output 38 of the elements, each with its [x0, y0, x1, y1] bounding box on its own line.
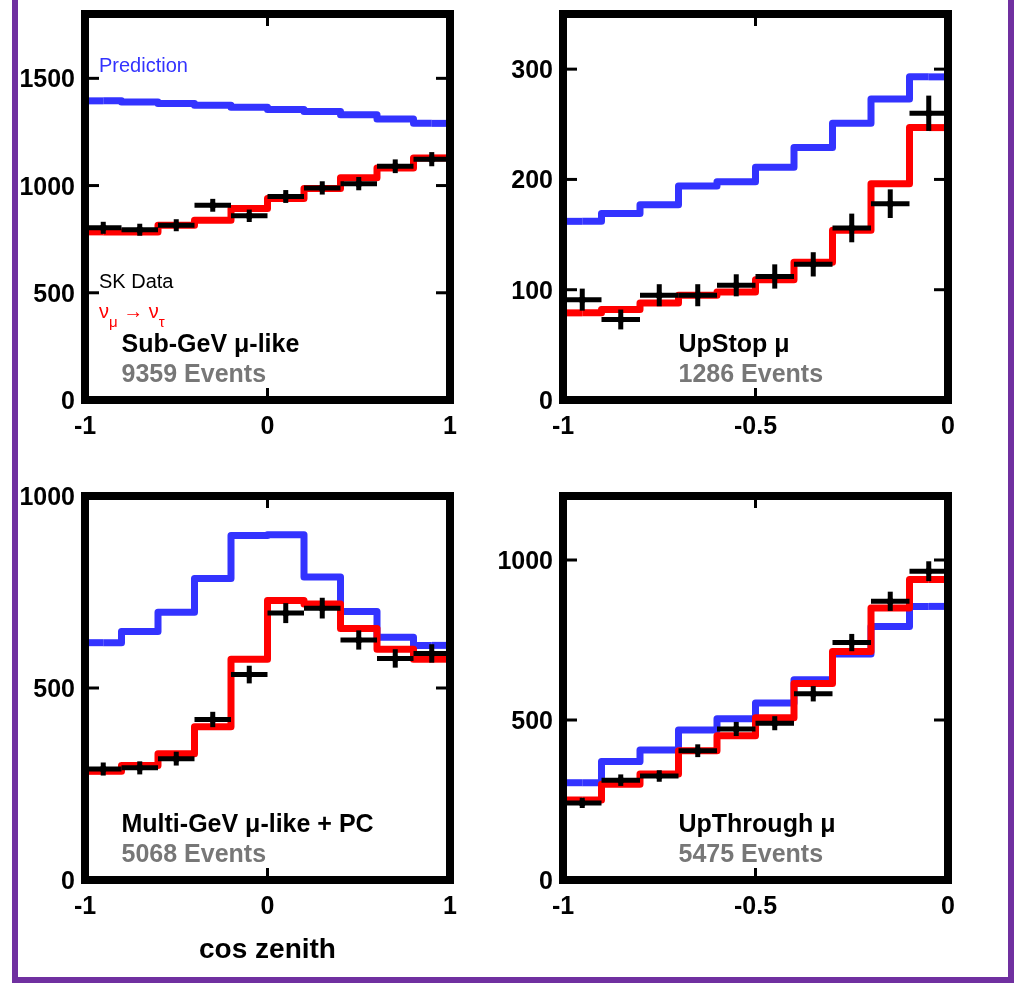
- y-tick-label: 500: [511, 706, 553, 734]
- x-tick-label: -1: [551, 891, 575, 919]
- x-tick-label: -1: [73, 411, 97, 439]
- x-tick-label: 0: [941, 891, 955, 919]
- y-tick-label: 300: [511, 55, 553, 84]
- series-label: SK Data: [99, 270, 175, 293]
- y-tick-label: 100: [511, 275, 553, 304]
- x-tick-label: -1: [73, 891, 97, 919]
- x-tick-label: -0.5: [733, 891, 778, 919]
- y-tick-label: 500: [33, 278, 75, 307]
- x-tick-label: 1: [443, 891, 458, 919]
- text: ν$_{μ}$ → ν$_{τ}$: [99, 300, 165, 330]
- annotation: 5068 Events: [121, 839, 267, 867]
- y-tick-label: 1000: [497, 546, 553, 574]
- y-tick-label: 1000: [19, 171, 75, 200]
- annotation: Multi-GeV μ-like + PC: [121, 809, 374, 837]
- x-tick-label: -0.5: [733, 411, 778, 439]
- x-tick-label: -1: [551, 411, 575, 439]
- y-tick-label: 0: [539, 386, 553, 414]
- annotation: 1286 Events: [678, 359, 824, 387]
- annotation: UpThrough μ: [678, 809, 836, 837]
- y-tick-label: 0: [61, 386, 75, 414]
- y-tick-label: 0: [61, 866, 75, 894]
- x-tick-label: 0: [941, 411, 955, 439]
- y-tick-label: 500: [33, 674, 75, 702]
- x-axis-title: cos zenith: [199, 933, 336, 964]
- annotation: UpStop μ: [678, 329, 790, 357]
- x-tick-label: 0: [260, 411, 275, 439]
- y-tick-label: 200: [511, 165, 553, 194]
- series-label: Prediction: [99, 53, 188, 76]
- annotation: Sub-GeV μ-like: [121, 329, 300, 357]
- x-tick-label: 0: [260, 891, 275, 919]
- y-tick-label: 1000: [19, 482, 75, 510]
- x-tick-label: 1: [443, 411, 458, 439]
- annotation: 5475 Events: [678, 839, 824, 867]
- y-tick-label: 1500: [19, 64, 75, 93]
- y-tick-label: 0: [539, 866, 553, 894]
- annotation: 9359 Events: [121, 359, 267, 387]
